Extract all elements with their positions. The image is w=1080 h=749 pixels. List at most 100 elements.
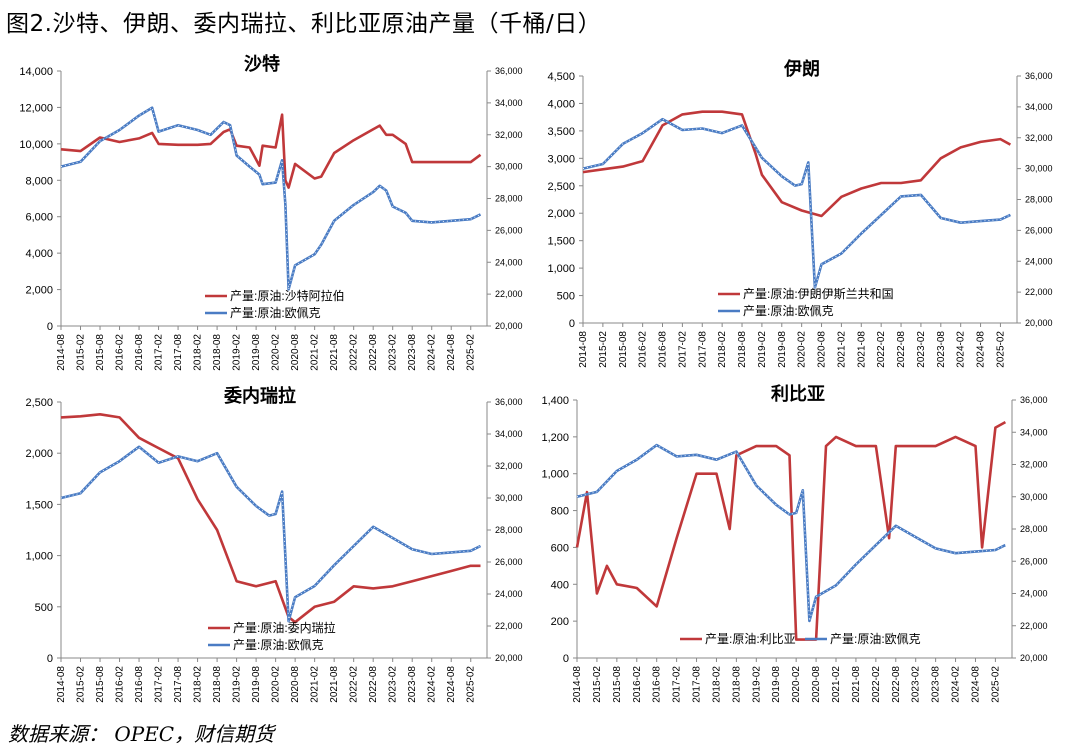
x-tick-label: 2024-08 bbox=[976, 331, 987, 368]
x-tick-label: 2017-08 bbox=[173, 666, 184, 703]
legend-label: 产量:原油:欧佩克 bbox=[230, 306, 321, 320]
series-line-production bbox=[60, 412, 481, 624]
x-tick-label: 2020-02 bbox=[271, 666, 282, 703]
x-tick-label: 2014-08 bbox=[56, 666, 67, 703]
y-left-tick-label: 2,500 bbox=[547, 181, 575, 193]
y-right-tick-label: 20,000 bbox=[495, 321, 523, 331]
x-tick-label: 2021-08 bbox=[851, 666, 862, 703]
x-tick-label: 2023-02 bbox=[388, 334, 399, 371]
x-tick-label: 2023-08 bbox=[931, 666, 942, 703]
x-tick-label: 2015-08 bbox=[618, 331, 629, 368]
y-left-tick-label: 0 bbox=[563, 653, 569, 665]
chart-panel-2: 伊朗 0 500 1,000 1,500 2,000 2,500 3,000 3,500 4,00… bbox=[547, 58, 1052, 368]
y-left-tick-label: 200 bbox=[551, 616, 569, 628]
y-right-tick-label: 28,000 bbox=[1025, 195, 1053, 205]
x-tick-label: 2025-02 bbox=[466, 334, 477, 371]
x-tick-label: 2017-08 bbox=[697, 331, 708, 368]
x-tick-label: 2020-08 bbox=[290, 334, 301, 371]
legend-label: 产量:原油:委内瑞拉 bbox=[233, 620, 336, 635]
y-right-tick-label: 32,000 bbox=[1020, 460, 1048, 470]
x-tick-label: 2024-08 bbox=[970, 666, 981, 703]
y-right-tick-label: 34,000 bbox=[495, 98, 523, 108]
x-tick-label: 2021-08 bbox=[329, 334, 340, 371]
x-tick-label: 2022-02 bbox=[876, 331, 887, 368]
y-right-tick-label: 36,000 bbox=[1025, 71, 1053, 81]
x-tick-label: 2022-08 bbox=[891, 666, 902, 703]
y-left-tick-label: 8,000 bbox=[25, 175, 53, 187]
legend-label: 产量:原油:欧佩克 bbox=[830, 632, 921, 646]
x-tick-label: 2016-08 bbox=[652, 666, 663, 703]
x-tick-label: 2021-02 bbox=[310, 666, 321, 703]
chart-title: 伊朗 bbox=[783, 58, 820, 79]
x-tick-label: 2015-02 bbox=[598, 331, 609, 368]
y-right-tick-label: 26,000 bbox=[495, 225, 523, 235]
x-tick-label: 2016-02 bbox=[115, 666, 126, 703]
y-left-tick-label: 2,000 bbox=[547, 208, 575, 220]
x-tick-label: 2020-08 bbox=[290, 666, 301, 703]
x-tick-label: 2024-08 bbox=[446, 334, 457, 371]
y-left-tick-label: 1,000 bbox=[25, 551, 53, 563]
x-tick-label: 2024-08 bbox=[446, 666, 457, 703]
x-tick-label: 2023-08 bbox=[407, 666, 418, 703]
x-tick-label: 2019-08 bbox=[771, 666, 782, 703]
x-tick-label: 2017-08 bbox=[692, 666, 703, 703]
y-right-tick-label: 34,000 bbox=[1025, 102, 1053, 112]
x-tick-label: 2019-02 bbox=[232, 666, 243, 703]
x-tick-label: 2015-02 bbox=[592, 666, 603, 703]
y-left-tick-label: 12,000 bbox=[19, 102, 53, 114]
series-line-production bbox=[575, 420, 1007, 641]
x-tick-label: 2022-08 bbox=[368, 334, 379, 371]
y-right-tick-label: 24,000 bbox=[495, 257, 523, 267]
x-tick-label: 2023-08 bbox=[407, 334, 418, 371]
legend-label: 产量:原油:伊朗伊斯兰共和国 bbox=[743, 287, 894, 301]
y-left-tick-label: 800 bbox=[551, 506, 569, 518]
y-right-tick-label: 20,000 bbox=[1020, 653, 1048, 663]
y-right-tick-label: 30,000 bbox=[1020, 492, 1048, 502]
x-tick-label: 2020-08 bbox=[811, 666, 822, 703]
figure-title: 图2.沙特、伊朗、委内瑞拉、利比亚原油产量（千桶/日） bbox=[6, 11, 602, 37]
x-tick-label: 2015-02 bbox=[76, 666, 87, 703]
y-right-tick-label: 36,000 bbox=[495, 397, 523, 407]
x-tick-label: 2020-02 bbox=[271, 334, 282, 371]
x-tick-label: 2021-02 bbox=[831, 666, 842, 703]
x-tick-label: 2019-02 bbox=[751, 666, 762, 703]
y-right-tick-label: 22,000 bbox=[1020, 621, 1048, 631]
x-tick-label: 2018-02 bbox=[193, 666, 204, 703]
chart-title: 利比亚 bbox=[771, 383, 825, 404]
source-note: 数据来源： OPEC，财信期货 bbox=[8, 722, 275, 746]
x-tick-label: 2020-02 bbox=[797, 331, 808, 368]
legend-label: 产量:原油:欧佩克 bbox=[743, 304, 834, 318]
y-left-tick-label: 2,000 bbox=[25, 285, 53, 297]
x-tick-label: 2017-02 bbox=[672, 666, 683, 703]
y-left-tick-label: 14,000 bbox=[19, 66, 53, 78]
series-line-opec bbox=[582, 117, 1011, 289]
y-right-tick-label: 24,000 bbox=[1020, 589, 1048, 599]
y-left-tick-label: 1,200 bbox=[541, 432, 569, 444]
y-right-tick-label: 34,000 bbox=[495, 429, 523, 439]
x-tick-label: 2023-02 bbox=[388, 666, 399, 703]
x-tick-label: 2018-02 bbox=[193, 334, 204, 371]
x-tick-label: 2023-08 bbox=[936, 331, 947, 368]
x-tick-label: 2018-02 bbox=[717, 331, 728, 368]
series-line-production bbox=[60, 113, 482, 189]
x-tick-label: 2020-08 bbox=[817, 331, 828, 368]
y-left-tick-label: 1,500 bbox=[25, 499, 53, 511]
y-right-tick-label: 22,000 bbox=[1025, 287, 1053, 297]
y-left-tick-label: 1,000 bbox=[541, 469, 569, 481]
y-right-tick-label: 32,000 bbox=[1025, 133, 1053, 143]
y-left-tick-label: 600 bbox=[551, 542, 569, 554]
x-tick-label: 2016-02 bbox=[632, 666, 643, 703]
x-tick-label: 2022-08 bbox=[368, 666, 379, 703]
x-tick-label: 2018-08 bbox=[737, 331, 748, 368]
y-left-tick-label: 0 bbox=[47, 321, 53, 333]
chart-panel-1: 沙特 0 2,000 4,000 6,000 8,000 10,000 12,000 14,00… bbox=[19, 53, 522, 371]
y-right-tick-label: 22,000 bbox=[495, 289, 523, 299]
x-tick-label: 2019-08 bbox=[251, 334, 262, 371]
y-right-tick-label: 30,000 bbox=[495, 162, 523, 172]
series-marker-overlay bbox=[576, 444, 1006, 622]
y-right-tick-label: 26,000 bbox=[1020, 556, 1048, 566]
x-tick-label: 2018-08 bbox=[731, 666, 742, 703]
chart-title: 委内瑞拉 bbox=[223, 385, 296, 406]
y-left-tick-label: 1,500 bbox=[547, 236, 575, 248]
